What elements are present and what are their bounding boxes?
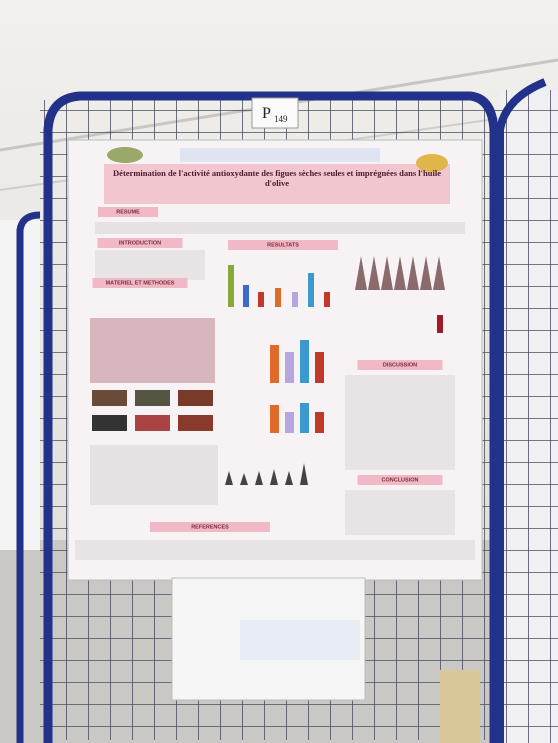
frame bbox=[43, 91, 499, 743]
text-block bbox=[95, 222, 465, 234]
section-band bbox=[357, 475, 443, 485]
photo-thumb bbox=[135, 390, 170, 406]
decor-bar bbox=[285, 412, 294, 433]
section-header: REFERENCES bbox=[191, 524, 229, 530]
table bbox=[90, 318, 215, 383]
decor-bar bbox=[300, 340, 309, 383]
chart-thumb bbox=[225, 256, 445, 485]
section-band bbox=[98, 207, 158, 217]
section-header: RESUME bbox=[116, 209, 140, 215]
text-block bbox=[345, 490, 455, 535]
photo-thumb bbox=[92, 415, 127, 431]
logo bbox=[416, 154, 448, 172]
title-band bbox=[104, 164, 450, 204]
section-header: CONCLUSION bbox=[382, 477, 419, 483]
decor-bar bbox=[270, 345, 279, 383]
sign-number: 149 bbox=[274, 114, 288, 124]
poster-title: Détermination de l'activité antioxydante… bbox=[113, 168, 441, 188]
decor-bar bbox=[315, 352, 324, 383]
decor-bar bbox=[300, 403, 309, 433]
section-band bbox=[150, 522, 270, 532]
text-block bbox=[75, 540, 475, 560]
photo-thumb bbox=[178, 415, 213, 431]
section-header: INTRODUCTION bbox=[119, 240, 161, 246]
section-header: DISCUSSION bbox=[383, 362, 417, 368]
section-band bbox=[228, 240, 338, 250]
frame-right bbox=[496, 78, 547, 743]
sign-letter: P bbox=[262, 105, 271, 122]
section-header: MATERIEL ET METHODES bbox=[106, 280, 175, 286]
decor-bar bbox=[228, 265, 234, 307]
decor-bar bbox=[258, 292, 264, 307]
frame-left bbox=[16, 211, 41, 743]
section-band bbox=[92, 278, 188, 288]
decor-bar bbox=[270, 405, 279, 433]
decor-chart bbox=[355, 256, 445, 290]
decor-bar bbox=[275, 288, 281, 307]
text-block bbox=[345, 375, 455, 470]
decor-chart bbox=[225, 463, 308, 485]
mesh-right bbox=[495, 90, 558, 743]
decor-bar bbox=[308, 273, 314, 307]
decor-bar bbox=[437, 315, 443, 333]
section-headers: RESUME INTRODUCTION RESULTATS MATERIEL ET M… bbox=[92, 207, 443, 532]
photo-thumb bbox=[135, 415, 170, 431]
decor-bar bbox=[315, 412, 324, 433]
logo bbox=[107, 147, 143, 163]
section-header: RESULTATS bbox=[267, 242, 299, 248]
text-block bbox=[90, 445, 218, 505]
photo-thumb bbox=[178, 390, 213, 406]
text-block bbox=[95, 250, 205, 280]
decor-bar bbox=[292, 292, 298, 307]
handout-charts bbox=[240, 620, 360, 660]
decor-bar bbox=[285, 352, 294, 383]
sign bbox=[251, 97, 299, 129]
section-band bbox=[97, 238, 183, 248]
decor-bar bbox=[324, 292, 330, 307]
cardboard bbox=[440, 670, 480, 743]
section-band bbox=[357, 360, 443, 370]
photo-thumb bbox=[92, 390, 127, 406]
decor-bar bbox=[243, 285, 249, 307]
conference-header bbox=[180, 148, 380, 162]
